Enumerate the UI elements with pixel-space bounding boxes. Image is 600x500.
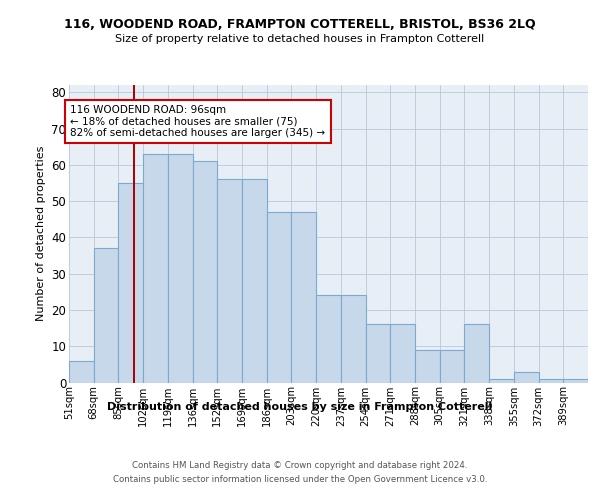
Text: Contains HM Land Registry data © Crown copyright and database right 2024.: Contains HM Land Registry data © Crown c… (132, 462, 468, 470)
Bar (217, 180, 242, 382)
Bar (563, 379, 588, 382)
Bar (440, 350, 464, 382)
Text: Contains public sector information licensed under the Open Government Licence v3: Contains public sector information licen… (113, 474, 487, 484)
Bar (514, 372, 539, 382)
Bar (118, 183, 143, 382)
Bar (390, 324, 415, 382)
Bar (464, 324, 489, 382)
Text: Distribution of detached houses by size in Frampton Cotterell: Distribution of detached houses by size … (107, 402, 493, 412)
Bar (341, 296, 365, 382)
Text: 116, WOODEND ROAD, FRAMPTON COTTERELL, BRISTOL, BS36 2LQ: 116, WOODEND ROAD, FRAMPTON COTTERELL, B… (64, 18, 536, 30)
Bar (168, 154, 193, 382)
Bar (489, 379, 514, 382)
Bar (316, 296, 341, 382)
Bar (94, 248, 118, 382)
Bar (193, 161, 217, 382)
Bar (143, 154, 168, 382)
Bar (292, 212, 316, 382)
Bar (267, 212, 292, 382)
Y-axis label: Number of detached properties: Number of detached properties (36, 146, 46, 322)
Bar (365, 324, 390, 382)
Text: 116 WOODEND ROAD: 96sqm
← 18% of detached houses are smaller (75)
82% of semi-de: 116 WOODEND ROAD: 96sqm ← 18% of detache… (70, 105, 326, 138)
Bar (539, 379, 563, 382)
Bar (242, 180, 267, 382)
Bar (69, 360, 94, 382)
Text: Size of property relative to detached houses in Frampton Cotterell: Size of property relative to detached ho… (115, 34, 485, 44)
Bar (415, 350, 440, 382)
